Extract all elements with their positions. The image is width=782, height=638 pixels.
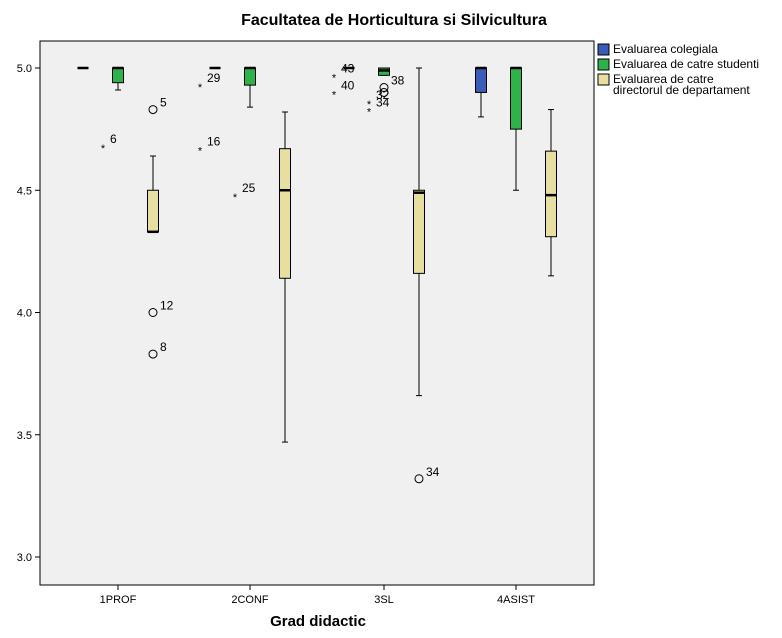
y-tick-label: 3.0 (17, 552, 32, 564)
outlier-label: 5 (160, 96, 167, 110)
extreme-label: 40 (341, 78, 355, 92)
y-tick-label: 4.5 (17, 185, 32, 197)
extreme-point: * (198, 146, 203, 158)
legend-label: Evaluarea colegiala (613, 42, 718, 56)
box (475, 67, 487, 93)
box-group: *6 (101, 66, 124, 155)
x-tick-label: 3SL (374, 594, 394, 606)
outlier-point (379, 87, 389, 97)
extreme-point: * (332, 89, 337, 101)
box-group (510, 66, 522, 191)
outlier-label: 34 (426, 465, 440, 479)
extreme-label: 16 (207, 135, 221, 149)
extreme-point: * (367, 99, 372, 111)
legend-swatch (597, 73, 610, 86)
x-tick-label: 1PROF (100, 594, 137, 606)
extreme-point: * (198, 82, 203, 94)
box-group (475, 66, 487, 118)
extreme-point: * (367, 107, 372, 119)
outlier-point (379, 83, 389, 93)
outlier-point (148, 349, 158, 359)
plot-area (39, 40, 595, 586)
outlier-label: 8 (160, 340, 167, 354)
extreme-label: 25 (242, 181, 256, 195)
extreme-label: 6 (110, 132, 117, 146)
outlier-point (148, 105, 158, 115)
legend-label: directorul de departament (613, 83, 750, 97)
box-group (279, 111, 291, 443)
outlier-label: 12 (160, 299, 174, 313)
extreme-point: * (101, 143, 106, 155)
outlier-label: 38 (391, 74, 405, 88)
chart-title: Facultatea de Horticultura si Silvicultu… (241, 12, 547, 29)
legend-swatch (597, 58, 610, 71)
extreme-point: * (233, 192, 238, 204)
box (147, 189, 159, 233)
y-tick-label: 5.0 (17, 63, 32, 75)
extreme-label: 32 (376, 88, 390, 102)
box (413, 189, 425, 274)
box-group: 5 12 8 (147, 96, 174, 359)
box-group: 38 * 32 * 34 (367, 67, 405, 119)
y-tick-label: 4.0 (17, 308, 32, 320)
box (279, 148, 291, 279)
box-group: * 29 * 16 (198, 66, 221, 158)
x-tick-label: 2CONF (231, 594, 269, 606)
outlier-point (414, 474, 424, 484)
y-tick-label: 3.5 (17, 430, 32, 442)
box (510, 67, 522, 130)
outlier-point (148, 308, 158, 317)
legend-label: Evaluarea de catre (613, 72, 714, 86)
box (112, 67, 124, 84)
extreme-point: * (332, 72, 337, 84)
extreme-label: 29 (207, 71, 221, 85)
x-axis: 1PROF 2CONF 3SL 4ASIST (100, 585, 535, 606)
box (244, 67, 256, 86)
extreme-label: 34 (376, 96, 390, 110)
box-group: 34 (413, 67, 440, 484)
y-axis: 3.0 3.5 4.0 4.5 5.0 (17, 63, 40, 564)
x-axis-title: Grad didactic (270, 613, 366, 630)
legend-swatch (597, 43, 610, 56)
box-group: * 43 * 40 (332, 61, 355, 101)
extreme-label: 43 (341, 61, 355, 75)
x-tick-label: 4ASIST (497, 594, 535, 606)
box-group (545, 109, 557, 277)
legend-label: Evaluarea de catre studenti (613, 57, 759, 71)
box-group: * 25 (233, 66, 256, 204)
